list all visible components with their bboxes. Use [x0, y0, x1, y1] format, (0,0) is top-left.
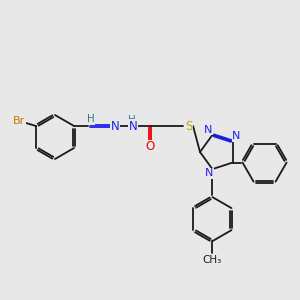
Text: N: N: [205, 168, 214, 178]
Text: N: N: [204, 125, 213, 135]
Text: N: N: [111, 119, 119, 133]
Text: H: H: [87, 114, 95, 124]
Text: CH₃: CH₃: [203, 255, 222, 265]
Text: N: N: [129, 119, 137, 133]
Text: Br: Br: [13, 116, 25, 126]
Text: H: H: [128, 115, 136, 125]
Text: N: N: [232, 131, 241, 141]
Text: S: S: [185, 119, 193, 133]
Text: O: O: [146, 140, 155, 154]
